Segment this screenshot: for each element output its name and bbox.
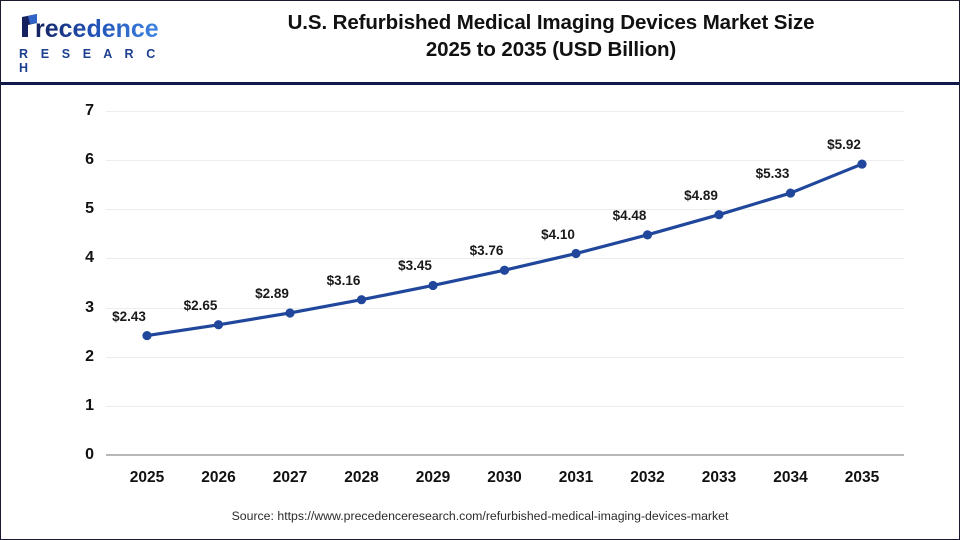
line-series-svg bbox=[142, 159, 867, 341]
source-caption: Source: https://www.precedenceresearch.c… bbox=[231, 509, 729, 523]
x-axis-tick-label: 2032 bbox=[630, 469, 665, 486]
x-axis-tick-label: 2035 bbox=[844, 469, 880, 486]
data-value-label: $5.92 bbox=[827, 137, 861, 153]
series-line bbox=[145, 162, 864, 338]
data-point-marker bbox=[285, 308, 295, 318]
data-value-label: $4.48 bbox=[612, 207, 647, 223]
y-axis-tick-label: 5 bbox=[85, 200, 94, 218]
data-value-label: $2.43 bbox=[112, 308, 146, 324]
data-point-marker bbox=[571, 248, 581, 259]
data-point-marker bbox=[785, 188, 796, 198]
x-axis-tick-label: 2025 bbox=[129, 469, 165, 486]
header-divider bbox=[1, 82, 959, 85]
chart-body: 0 1 2 3 4 5 6 7 2025 2026 2027 2028 2029 2030 2031 203… bbox=[1, 85, 959, 539]
page-title: U.S. Refurbished Medical Imaging Devices… bbox=[191, 9, 911, 63]
data-value-label: $2.89 bbox=[255, 285, 289, 301]
y-axis-tick-label: 1 bbox=[85, 396, 94, 414]
x-axis-tick-label: 2027 bbox=[272, 469, 308, 486]
data-value-label: $3.76 bbox=[469, 243, 504, 259]
series-markers bbox=[142, 159, 867, 341]
gridline bbox=[106, 307, 904, 309]
figure-header: recedence R E S E A R C H U.S. Refurbish… bbox=[1, 1, 959, 82]
x-axis-tick-label: 2033 bbox=[701, 469, 737, 486]
data-point-marker bbox=[499, 265, 510, 275]
plot-area bbox=[106, 111, 904, 456]
gridline bbox=[106, 209, 904, 211]
gridline bbox=[106, 258, 904, 260]
x-axis-tick-label: 2028 bbox=[344, 469, 379, 486]
data-point-marker bbox=[714, 210, 724, 220]
logo-wordmark-icon: recedence bbox=[22, 14, 159, 43]
y-axis-tick-label: 4 bbox=[85, 249, 94, 267]
precedence-research-logo: recedence R E S E A R C H bbox=[15, 11, 175, 75]
svg-text:recedence: recedence bbox=[35, 15, 159, 43]
gridline bbox=[106, 111, 904, 112]
gridline bbox=[106, 405, 904, 407]
data-point-marker bbox=[857, 159, 867, 169]
y-axis-tick-label: 2 bbox=[85, 347, 94, 365]
data-value-label: $5.33 bbox=[755, 166, 790, 182]
y-axis-tick-label: 0 bbox=[85, 446, 94, 463]
y-axis-tick-label: 3 bbox=[85, 298, 94, 316]
page-title-line-1: U.S. Refurbished Medical Imaging Devices… bbox=[287, 11, 815, 34]
x-axis-tick-label: 2029 bbox=[415, 469, 451, 486]
x-axis-tick-label: 2034 bbox=[773, 469, 808, 486]
data-value-label: $4.10 bbox=[541, 226, 575, 242]
data-point-marker bbox=[356, 295, 367, 305]
data-value-label: $2.65 bbox=[183, 297, 218, 313]
x-axis-tick-label: 2030 bbox=[487, 469, 522, 486]
data-value-label: $3.45 bbox=[398, 258, 432, 274]
data-point-marker bbox=[142, 330, 152, 341]
gridline bbox=[106, 454, 904, 456]
data-value-label: $3.16 bbox=[326, 272, 361, 288]
page-title-line-2: 2025 to 2035 (USD Billion) bbox=[425, 38, 677, 61]
gridline bbox=[106, 160, 904, 162]
data-point-marker bbox=[428, 280, 438, 291]
logo-subtitle: R E S E A R C H bbox=[19, 47, 160, 75]
y-axis-tick-label: 7 bbox=[85, 102, 94, 119]
data-point-marker bbox=[213, 320, 224, 330]
x-axis-tick-label: 2031 bbox=[558, 469, 594, 486]
y-axis-tick-label: 6 bbox=[85, 151, 94, 169]
data-point-marker bbox=[642, 230, 653, 240]
x-axis-tick-label: 2026 bbox=[201, 469, 236, 486]
data-value-label: $4.89 bbox=[684, 187, 718, 203]
gridline bbox=[106, 356, 904, 358]
